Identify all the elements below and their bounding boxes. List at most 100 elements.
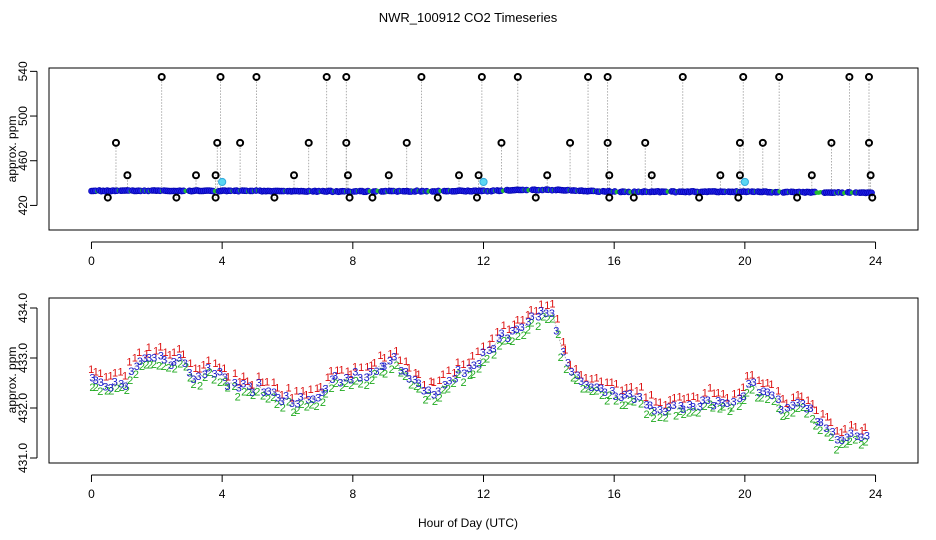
series-2-point: 2 bbox=[172, 364, 178, 376]
series-3-point: 3 bbox=[499, 328, 505, 340]
series-3-point: 3 bbox=[643, 400, 649, 412]
series-1-point: 1 bbox=[259, 377, 265, 389]
series-2-point: 2 bbox=[416, 384, 422, 396]
series-1-point: 1 bbox=[285, 383, 291, 395]
flagged-data-point bbox=[290, 171, 299, 180]
series-3-point: 3 bbox=[761, 386, 767, 398]
series-3-point: 3 bbox=[627, 389, 633, 401]
series-2-point: 2 bbox=[525, 324, 531, 336]
flagged-data-point bbox=[192, 171, 201, 180]
series-3-point: 3 bbox=[848, 428, 854, 440]
series-3-point: 3 bbox=[466, 363, 472, 375]
series-2-point: 2 bbox=[862, 436, 868, 448]
series-2-point: 2 bbox=[563, 364, 569, 376]
series-2-point: 2 bbox=[795, 403, 801, 415]
series-2-point: 2 bbox=[197, 381, 203, 393]
series-1-point: 1 bbox=[187, 358, 193, 370]
series-3-point: 3 bbox=[471, 360, 477, 372]
series-2-point: 2 bbox=[834, 445, 840, 457]
series-3-point: 3 bbox=[560, 346, 566, 358]
series-1-point: 1 bbox=[303, 389, 309, 401]
series-1-point: 1 bbox=[820, 409, 826, 421]
series-1-point: 1 bbox=[364, 362, 370, 374]
series-2-point: 2 bbox=[298, 399, 304, 411]
series-3-point: 3 bbox=[381, 361, 387, 373]
series-1-point: 1 bbox=[813, 405, 819, 417]
series-2-point: 2 bbox=[265, 393, 271, 405]
series-2-point: 2 bbox=[389, 364, 395, 376]
series-1-point: 1 bbox=[765, 378, 771, 390]
series-3-point: 3 bbox=[431, 389, 437, 401]
series-3-point: 3 bbox=[240, 379, 246, 391]
series-1-point: 1 bbox=[554, 314, 560, 326]
series-3-point: 3 bbox=[839, 435, 845, 447]
series-3-point: 3 bbox=[294, 399, 300, 411]
series-3-point: 3 bbox=[823, 423, 829, 435]
series-1-point: 1 bbox=[848, 419, 854, 431]
series-3-point: 3 bbox=[496, 333, 502, 345]
series-1-point: 1 bbox=[157, 341, 163, 353]
series-1-point: 1 bbox=[634, 385, 640, 397]
series-3-point: 3 bbox=[647, 400, 653, 412]
flagged-data-point bbox=[252, 72, 261, 81]
series-3-point: 3 bbox=[137, 356, 143, 368]
series-3-point: 3 bbox=[543, 308, 549, 320]
series-3-point: 3 bbox=[621, 389, 627, 401]
series-3-point: 3 bbox=[367, 367, 373, 379]
series-2-point: 2 bbox=[313, 401, 319, 413]
flagged-data-point bbox=[775, 72, 784, 81]
flagged-data-point bbox=[605, 193, 614, 202]
series-2-point: 2 bbox=[304, 402, 310, 414]
flagged-data-point bbox=[716, 171, 725, 180]
series-3-point: 3 bbox=[480, 347, 486, 359]
series-2-point: 2 bbox=[286, 397, 292, 409]
series-3-point: 3 bbox=[719, 398, 725, 410]
series-1-point: 1 bbox=[93, 366, 99, 378]
flagged-data-point bbox=[605, 171, 614, 180]
series-1-point: 1 bbox=[562, 345, 568, 357]
series-1-point: 1 bbox=[643, 392, 649, 404]
series-2-point: 2 bbox=[589, 386, 595, 398]
flagged-data-point bbox=[845, 72, 854, 81]
series-2-point: 2 bbox=[809, 413, 815, 425]
flagged-data-point bbox=[584, 72, 593, 81]
series-1-point: 1 bbox=[455, 357, 461, 369]
flagged-data-point bbox=[695, 193, 704, 202]
series-1-point: 1 bbox=[549, 299, 555, 311]
series-3-point: 3 bbox=[182, 358, 188, 370]
series-3-point: 3 bbox=[565, 358, 571, 370]
x-tick-label-1: 4 bbox=[219, 487, 226, 501]
flagged-data-point bbox=[342, 138, 351, 147]
series-1-point: 1 bbox=[695, 393, 701, 405]
series-1-point: 1 bbox=[598, 376, 604, 388]
series-3-point: 3 bbox=[186, 368, 192, 380]
series-1-point: 1 bbox=[244, 376, 250, 388]
lower-plot-frame bbox=[48, 297, 919, 464]
series-2-point: 2 bbox=[686, 408, 692, 420]
series-1-point: 1 bbox=[126, 357, 132, 369]
series-2-point: 2 bbox=[328, 383, 334, 395]
flagged-data-point bbox=[304, 138, 313, 147]
series-2-point: 2 bbox=[720, 401, 726, 413]
series-3-point: 3 bbox=[651, 405, 657, 417]
series-2-point: 2 bbox=[506, 335, 512, 347]
series-1-point: 1 bbox=[103, 372, 109, 384]
series-1-point: 1 bbox=[859, 425, 865, 437]
series-2-point: 2 bbox=[151, 359, 157, 371]
upper-panel: approx. ppm 0 4 8 12 16 20 24 420 460 500 540 bbox=[5, 61, 919, 268]
x-tick-label-0: 0 bbox=[88, 254, 95, 268]
series-3-point: 3 bbox=[588, 382, 594, 394]
series-2-point: 2 bbox=[852, 435, 858, 447]
series-1-point: 1 bbox=[171, 347, 177, 359]
series-1-point: 1 bbox=[760, 378, 766, 390]
series-2-point: 2 bbox=[758, 393, 764, 405]
series-1-point: 1 bbox=[506, 324, 512, 336]
series-2-point: 2 bbox=[206, 367, 212, 379]
series-3-point: 3 bbox=[398, 365, 404, 377]
series-3-point: 3 bbox=[391, 352, 397, 364]
series-2-point: 2 bbox=[549, 313, 555, 325]
series-3-point: 3 bbox=[549, 308, 555, 320]
series-2-point: 2 bbox=[460, 377, 466, 389]
series-3-point: 3 bbox=[666, 402, 672, 414]
